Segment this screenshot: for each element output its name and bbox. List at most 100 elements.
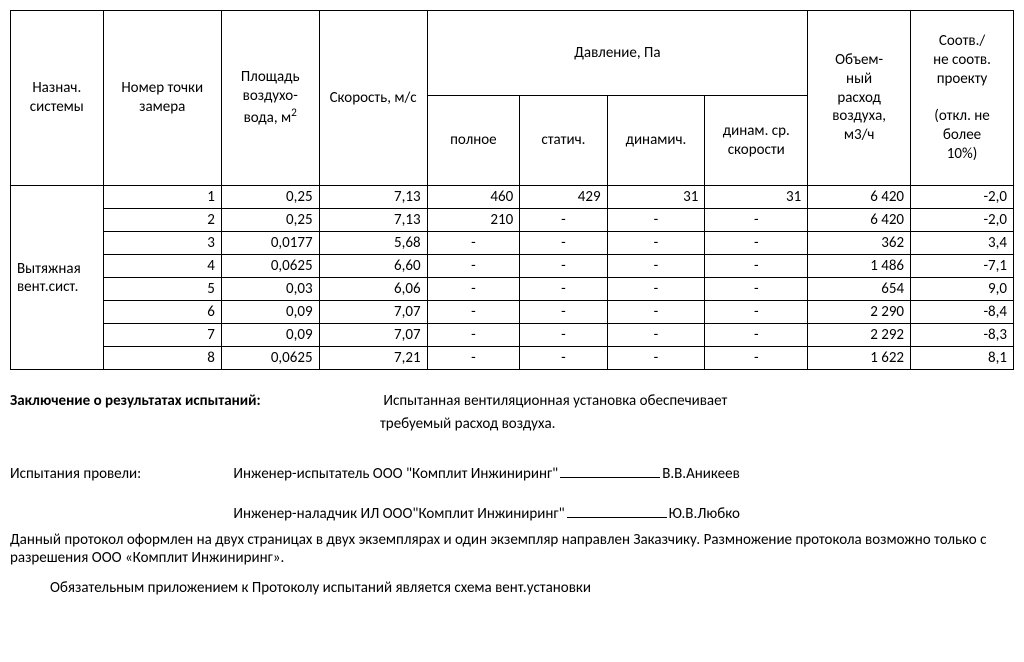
cell: 3,4 xyxy=(911,232,1014,255)
cell: - xyxy=(520,278,607,301)
cell: - xyxy=(705,278,808,301)
cell: 1 486 xyxy=(808,255,911,278)
note-2: Обязательным приложением к Протоколу исп… xyxy=(50,579,1014,597)
signature-line xyxy=(560,477,660,478)
cell: - xyxy=(427,255,520,278)
cell: -8,4 xyxy=(911,301,1014,324)
cell: - xyxy=(607,347,705,370)
col-point: Номер точки замера xyxy=(103,11,221,186)
signature-row-2: Инженер-наладчик ИЛ ООО"Комплит Инжинири… xyxy=(10,505,1014,523)
col-area: Площадь воздухо- вода, м2 xyxy=(221,11,319,186)
cell: 8 xyxy=(103,347,221,370)
cell: 6 420 xyxy=(808,186,911,209)
table-row: 80,06257,21----1 6228,1 xyxy=(11,347,1014,370)
cell: - xyxy=(607,324,705,347)
cell: 2 290 xyxy=(808,301,911,324)
cell: - xyxy=(607,278,705,301)
cell: 6,06 xyxy=(319,278,427,301)
cell: 5,68 xyxy=(319,232,427,255)
cell: - xyxy=(705,324,808,347)
table-row: 20,257,13210---6 420-2,0 xyxy=(11,209,1014,232)
col-pressure-full: полное xyxy=(427,96,520,186)
cell: - xyxy=(607,301,705,324)
cell: - xyxy=(705,301,808,324)
cell: - xyxy=(705,232,808,255)
cell: 6 xyxy=(103,301,221,324)
system-cell: Вытяжная вент.сист. xyxy=(11,186,104,370)
cell: 460 xyxy=(427,186,520,209)
cell: - xyxy=(520,324,607,347)
cell: - xyxy=(427,278,520,301)
cell: -2,0 xyxy=(911,186,1014,209)
cell: 6,60 xyxy=(319,255,427,278)
cell: 0,0625 xyxy=(221,255,319,278)
col-velocity: Скорость, м/с xyxy=(319,11,427,186)
cell: -2,0 xyxy=(911,209,1014,232)
signature-line xyxy=(567,517,667,518)
cell: -8,3 xyxy=(911,324,1014,347)
cell: 7,07 xyxy=(319,324,427,347)
cell: 31 xyxy=(607,186,705,209)
conclusion-text2: требуемый расход воздуха. xyxy=(380,413,1014,436)
signature-row-1: Испытания провели: Инженер-испытатель ОО… xyxy=(10,465,1014,483)
engineer-adjuster-role: Инженер-наладчик ИЛ ООО"Комплит Инжинири… xyxy=(233,505,564,523)
engineer-adjuster-name: Ю.В.Любко xyxy=(669,505,740,523)
table-row: 70,097,07----2 292-8,3 xyxy=(11,324,1014,347)
table-row: 40,06256,60----1 486-7,1 xyxy=(11,255,1014,278)
table-row: Вытяжная вент.сист.10,257,1346042931316 … xyxy=(11,186,1014,209)
cell: 0,0625 xyxy=(221,347,319,370)
engineer-tester-role: Инженер-испытатель ООО "Комплит Инжинири… xyxy=(233,465,558,483)
conclusion-section: Заключение о результатах испытаний: Испы… xyxy=(10,390,1014,435)
cell: - xyxy=(520,301,607,324)
cell: - xyxy=(520,255,607,278)
cell: - xyxy=(705,347,808,370)
cell: 0,25 xyxy=(221,209,319,232)
cell: - xyxy=(607,255,705,278)
cell: 31 xyxy=(705,186,808,209)
cell: - xyxy=(705,209,808,232)
cell: 7,07 xyxy=(319,301,427,324)
cell: 7,21 xyxy=(319,347,427,370)
col-system: Назнач. системы xyxy=(11,11,104,186)
cell: 3 xyxy=(103,232,221,255)
ventilation-table: Назнач. системы Номер точки замера Площа… xyxy=(10,10,1014,370)
conclusion-text1: Испытанная вентиляционная установка обес… xyxy=(383,392,727,410)
cell: - xyxy=(427,232,520,255)
cell: 429 xyxy=(520,186,607,209)
cell: 0,25 xyxy=(221,186,319,209)
cell: - xyxy=(705,255,808,278)
cell: 2 xyxy=(103,209,221,232)
cell: 4 xyxy=(103,255,221,278)
table-row: 50,036,06----6549,0 xyxy=(11,278,1014,301)
cell: - xyxy=(427,301,520,324)
cell: 9,0 xyxy=(911,278,1014,301)
col-pressure-dynamic: динамич. xyxy=(607,96,705,186)
cell: 0,03 xyxy=(221,278,319,301)
cell: 8,1 xyxy=(911,347,1014,370)
cell: - xyxy=(520,232,607,255)
col-deviation: Соотв./ не соотв. проекту (откл. не боле… xyxy=(911,11,1014,186)
col-flow: Объем- ный расход воздуха, м3/ч xyxy=(808,11,911,186)
cell: - xyxy=(607,232,705,255)
cell: 654 xyxy=(808,278,911,301)
cell: 1 xyxy=(103,186,221,209)
cell: - xyxy=(427,347,520,370)
cell: 210 xyxy=(427,209,520,232)
cell: - xyxy=(607,209,705,232)
conclusion-label: Заключение о результатах испытаний: xyxy=(10,390,380,413)
col-pressure-static: статич. xyxy=(520,96,607,186)
cell: 1 622 xyxy=(808,347,911,370)
cell: 0,0177 xyxy=(221,232,319,255)
cell: 6 420 xyxy=(808,209,911,232)
cell: - xyxy=(427,324,520,347)
col-pressure-dyn-avg: динам. ср. скорости xyxy=(705,96,808,186)
cell: - xyxy=(520,347,607,370)
cell: -7,1 xyxy=(911,255,1014,278)
cell: 362 xyxy=(808,232,911,255)
note-1: Данный протокол оформлен на двух страниц… xyxy=(10,531,1014,567)
table-row: 30,01775,68----3623,4 xyxy=(11,232,1014,255)
cell: 7,13 xyxy=(319,186,427,209)
table-row: 60,097,07----2 290-8,4 xyxy=(11,301,1014,324)
cell: - xyxy=(520,209,607,232)
tests-label: Испытания провели: xyxy=(10,465,230,483)
